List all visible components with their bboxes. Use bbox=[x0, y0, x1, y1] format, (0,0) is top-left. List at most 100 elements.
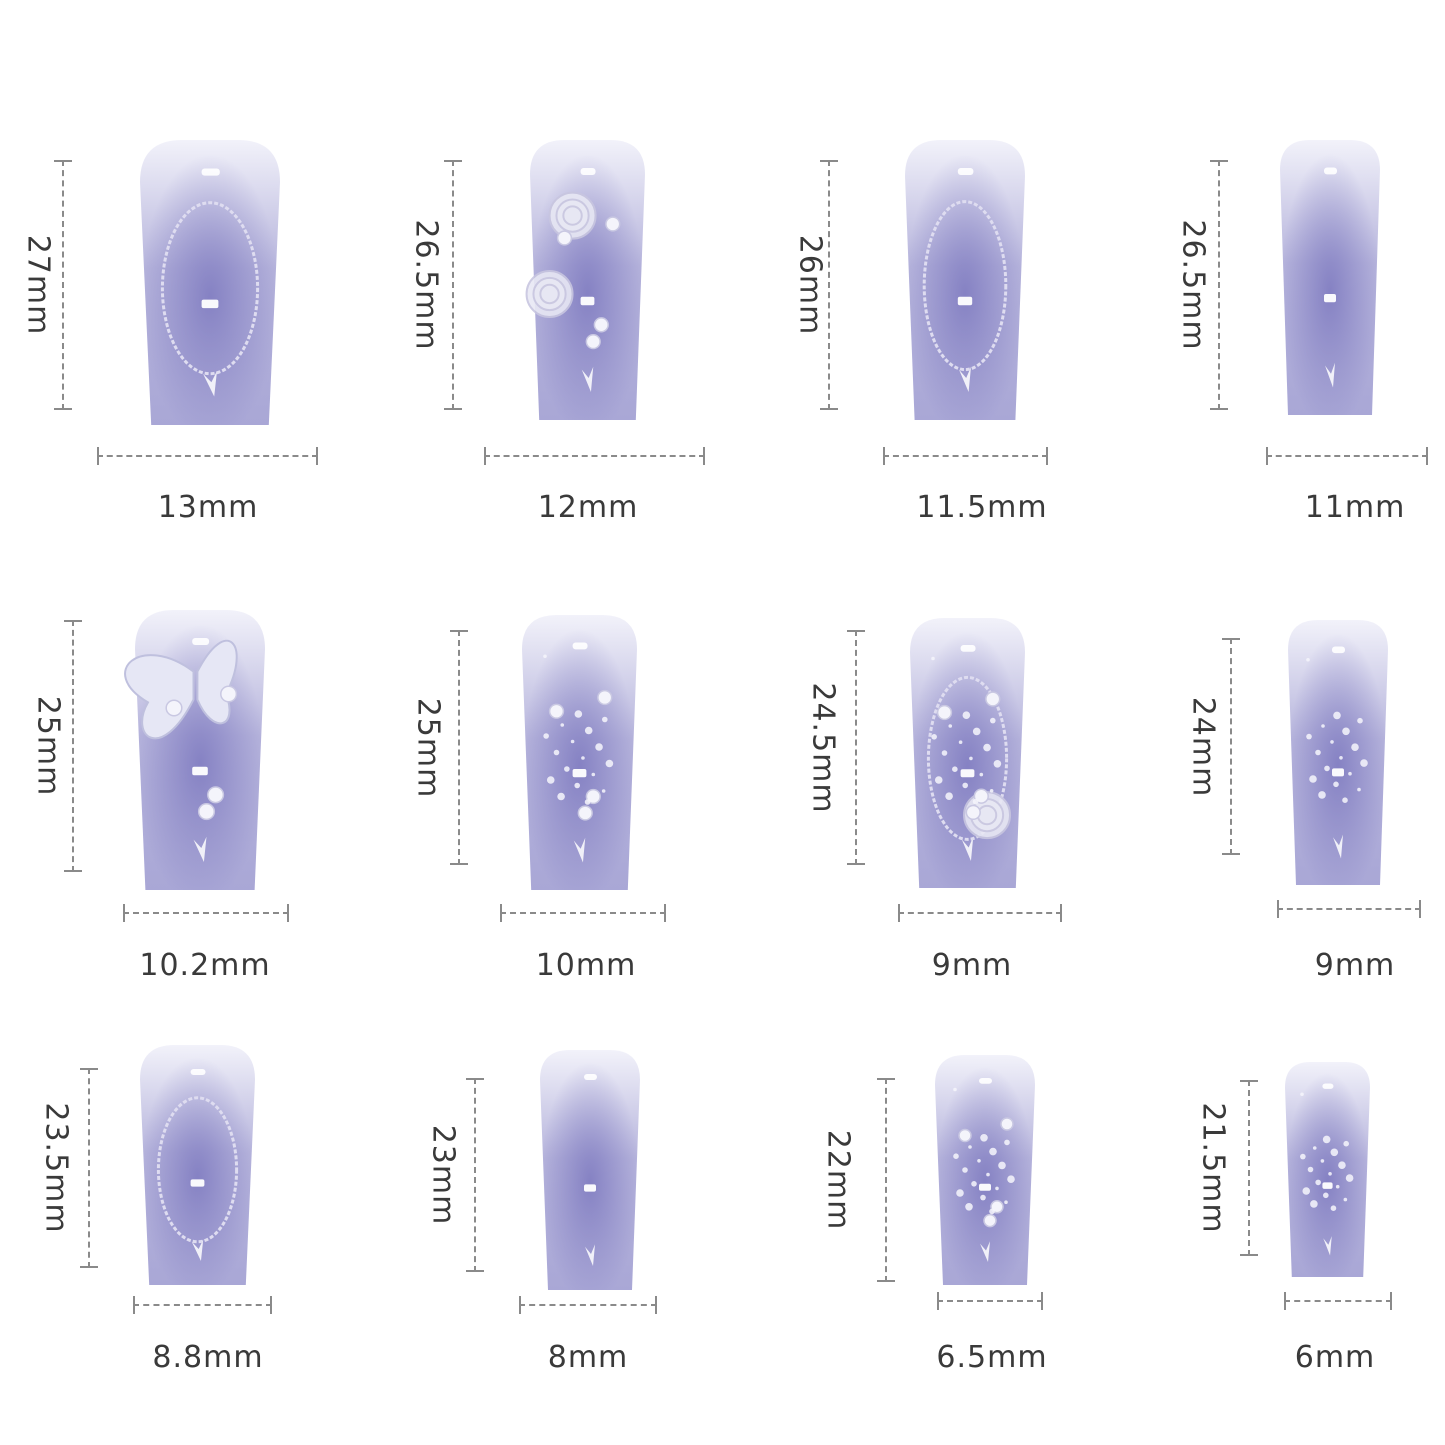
pearl-bead bbox=[585, 788, 601, 805]
height-dimension-line bbox=[1222, 638, 1240, 855]
height-dimension-line bbox=[1210, 160, 1228, 410]
pearl-bead bbox=[165, 699, 183, 717]
glitter-fleck bbox=[962, 1167, 968, 1173]
glitter-fleck bbox=[1330, 1205, 1337, 1211]
nail-shading bbox=[540, 1050, 640, 1290]
nail-illustration bbox=[140, 140, 280, 425]
shine-highlight bbox=[572, 642, 588, 650]
shine-highlight bbox=[979, 1078, 992, 1084]
glitter-fleck bbox=[601, 789, 606, 793]
width-dimension-line bbox=[500, 904, 666, 922]
glitter-fleck bbox=[591, 772, 596, 777]
sparkle-mark bbox=[980, 1241, 990, 1262]
glitter-fleck bbox=[1315, 1179, 1321, 1186]
width-label: 6mm bbox=[1294, 1340, 1376, 1375]
glitter-fleck bbox=[543, 733, 549, 739]
height-label: 26.5mm bbox=[408, 219, 444, 351]
rose-charm bbox=[525, 270, 574, 318]
glitter-fleck bbox=[1330, 1148, 1339, 1157]
shine-highlight bbox=[201, 168, 220, 176]
glint-mark bbox=[960, 769, 975, 778]
glitter-fleck bbox=[605, 759, 614, 768]
glitter-fleck bbox=[553, 749, 560, 756]
nail-illustration bbox=[540, 1050, 640, 1290]
glitter-fleck bbox=[958, 740, 963, 744]
glitter-fleck bbox=[1318, 791, 1326, 799]
glitter-fleck bbox=[1007, 1175, 1015, 1183]
oval-frame bbox=[160, 201, 260, 376]
height-label: 26.5mm bbox=[1175, 219, 1211, 351]
height-dimension-line bbox=[450, 630, 468, 865]
glitter-fleck bbox=[989, 789, 994, 793]
height-label: 23.5mm bbox=[38, 1102, 74, 1234]
height-label: 26mm bbox=[792, 234, 828, 336]
pearl-bead bbox=[985, 691, 1001, 707]
glitter-fleck bbox=[564, 766, 570, 772]
sparkle-mark bbox=[961, 836, 974, 861]
width-label: 10.2mm bbox=[139, 948, 271, 983]
glitter-fleck bbox=[574, 782, 580, 789]
nail-shading bbox=[935, 1055, 1035, 1285]
glitter-fleck bbox=[1333, 711, 1341, 720]
glitter-fleck bbox=[989, 1208, 995, 1215]
glitter-fleck bbox=[952, 766, 958, 772]
width-dimension-line bbox=[133, 1296, 272, 1314]
nail-shading bbox=[905, 140, 1025, 420]
glitter-fleck bbox=[962, 782, 968, 789]
glitter-fleck bbox=[998, 1161, 1006, 1170]
glitter-fleck bbox=[971, 1181, 977, 1187]
glitter-fleck bbox=[962, 711, 971, 719]
pearl-bead bbox=[936, 704, 953, 721]
width-dimension-line bbox=[1277, 900, 1421, 918]
nail-shading bbox=[1288, 620, 1388, 885]
shine-highlight bbox=[1332, 646, 1345, 654]
nail-shading bbox=[522, 615, 637, 890]
glint-mark bbox=[572, 769, 587, 778]
glitter-fleck bbox=[584, 799, 591, 805]
sparkle-mark bbox=[1323, 1236, 1332, 1256]
width-dimension-line bbox=[484, 447, 705, 465]
glitter-fleck bbox=[1300, 1092, 1304, 1097]
glitter-fleck bbox=[931, 734, 937, 740]
pearl-bead bbox=[548, 703, 565, 719]
nail-illustration bbox=[1288, 620, 1388, 885]
rose-charm bbox=[548, 191, 597, 240]
glitter-fleck bbox=[1360, 759, 1368, 767]
height-dimension-line bbox=[820, 160, 838, 410]
nail-illustration bbox=[905, 140, 1025, 420]
height-dimension-line bbox=[64, 620, 82, 872]
shine-highlight bbox=[192, 638, 210, 645]
height-dimension-line bbox=[444, 160, 462, 410]
sparkle-mark bbox=[1325, 362, 1335, 388]
glitter-fleck bbox=[1310, 1200, 1318, 1208]
glitter-fleck bbox=[1357, 787, 1361, 792]
pearl-bead bbox=[983, 1213, 997, 1228]
glitter-fleck bbox=[941, 750, 948, 756]
shine-highlight bbox=[1322, 1083, 1334, 1089]
glitter-fleck bbox=[1300, 1153, 1306, 1160]
width-label: 11mm bbox=[1304, 490, 1406, 525]
nail-illustration bbox=[525, 140, 645, 420]
glint-mark bbox=[1332, 768, 1344, 777]
sparkle-mark bbox=[203, 370, 217, 397]
sparkle-mark bbox=[959, 366, 971, 392]
sparkle-mark bbox=[573, 837, 586, 863]
glint-mark bbox=[580, 296, 595, 306]
height-dimension-line bbox=[847, 630, 865, 865]
sparkle-mark bbox=[1333, 834, 1343, 859]
glitter-fleck bbox=[983, 743, 991, 752]
glitter-fleck bbox=[1333, 781, 1339, 788]
glitter-fleck bbox=[543, 654, 547, 659]
height-label: 25mm bbox=[410, 697, 446, 798]
glint-mark bbox=[190, 1179, 205, 1187]
glitter-fleck bbox=[1323, 1192, 1329, 1199]
oval-frame bbox=[156, 1096, 239, 1244]
nail-illustration bbox=[910, 618, 1025, 888]
sparkle-mark bbox=[585, 1244, 595, 1266]
pearl-bead bbox=[965, 804, 981, 821]
height-dimension-line bbox=[877, 1078, 895, 1282]
width-dimension-line bbox=[123, 904, 289, 922]
height-label: 23mm bbox=[425, 1124, 461, 1226]
height-dimension-line bbox=[54, 160, 72, 410]
glitter-fleck bbox=[595, 743, 603, 751]
